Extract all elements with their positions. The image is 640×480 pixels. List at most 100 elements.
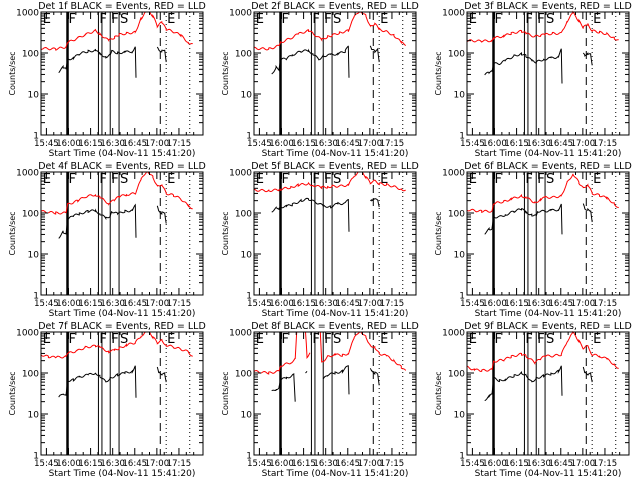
x-tick-label: 16:15 [78,299,103,309]
marker-label: F [111,332,118,347]
marker-label: F [312,12,319,27]
marker-label: F [495,12,502,27]
x-axis-label: Start Time (04-Nov-11 15:41:20) [49,469,196,479]
y-tick-label: 1 [459,292,465,302]
series-lld [253,331,298,375]
y-axis-label: Counts/sec [434,211,443,255]
marker-label: S [546,332,554,347]
detector-panel-2: E F F F S E110100100015:4516:0016:1516:3016:4… [221,1,419,159]
marker-label: E [43,172,51,187]
y-tick-label: 100 [235,50,252,60]
series-lld [253,11,407,51]
y-axis-label: Counts/sec [8,371,17,415]
series-events [271,373,296,402]
marker-label: F [69,12,76,27]
marker-label: F [537,332,544,347]
y-tick-label: 100 [448,210,465,220]
marker-label: E [469,172,477,187]
x-tick-label: 16:30 [313,139,338,149]
marker-label: S [120,172,128,187]
x-tick-label: 17:15 [167,139,192,149]
detector-panel-6: E F F F S E110100100015:4516:0016:1516:3016:4… [434,161,632,319]
y-tick-label: 1000 [442,169,465,179]
y-tick-label: 100 [22,210,39,220]
panel-title: Det 2f BLACK = Events, RED = LLD [251,1,419,12]
series-events [156,46,167,63]
x-tick-label: 16:00 [482,299,507,309]
x-tick-label: 16:00 [269,299,294,309]
x-tick-label: 17:15 [380,299,405,309]
marker-label: S [120,332,128,347]
panel-title: Det 7f BLACK = Events, RED = LLD [38,321,206,332]
detector-panel-7: E F F F S E110100100015:4516:0016:1516:3016:4… [8,321,206,479]
series-lld [466,330,619,373]
y-axis-label: Counts/sec [8,211,17,255]
series-events [271,197,350,232]
series-events [370,198,380,208]
marker-label: F [324,172,331,187]
series-lld [305,331,311,360]
marker-label: S [546,12,554,27]
series-events [156,205,167,224]
x-tick-label: 16:30 [313,459,338,469]
y-axis-label: Counts/sec [221,211,230,255]
marker-label: S [546,172,554,187]
x-tick-label: 15:45 [460,459,485,469]
x-tick-label: 16:45 [123,459,148,469]
marker-label: F [495,332,502,347]
x-tick-label: 17:00 [358,299,383,309]
series-events [369,368,380,386]
marker-label: E [469,12,477,27]
x-tick-label: 16:45 [549,459,574,469]
y-axis-label: Counts/sec [434,371,443,415]
y-tick-label: 1 [33,452,39,462]
x-tick-label: 17:15 [593,459,618,469]
series-lld [253,171,406,193]
x-tick-label: 16:15 [78,139,103,149]
marker-label: F [69,332,76,347]
x-axis-label: Start Time (04-Nov-11 15:41:20) [49,309,196,319]
y-axis-label: Counts/sec [221,371,230,415]
marker-label: E [593,12,601,27]
x-tick-label: 17:15 [593,299,618,309]
y-tick-label: 10 [241,91,253,101]
y-tick-label: 1000 [16,169,39,179]
x-axis-label: Start Time (04-Nov-11 15:41:20) [262,309,409,319]
x-tick-label: 16:00 [56,459,81,469]
x-tick-label: 15:45 [34,299,59,309]
marker-label: F [324,332,331,347]
x-tick-label: 16:45 [549,139,574,149]
x-tick-label: 17:00 [145,139,170,149]
x-axis-label: Start Time (04-Nov-11 15:41:20) [49,149,196,159]
y-tick-label: 10 [241,251,253,261]
x-tick-label: 16:15 [291,299,316,309]
x-tick-label: 16:45 [336,459,361,469]
y-tick-label: 100 [448,50,465,60]
x-tick-label: 16:30 [100,139,125,149]
marker-label: S [120,12,128,27]
marker-label: E [380,12,388,27]
x-tick-label: 16:15 [291,139,316,149]
y-tick-label: 1 [246,452,252,462]
marker-label: E [256,12,264,27]
y-tick-label: 1000 [442,329,465,339]
x-tick-label: 15:45 [460,299,485,309]
x-tick-label: 16:15 [504,139,529,149]
marker-label: E [256,172,264,187]
series-events [484,48,563,84]
y-tick-label: 1 [33,292,39,302]
series-lld [466,10,619,43]
marker-label: F [312,172,319,187]
x-tick-label: 16:45 [549,299,574,309]
panel-title: Det 6f BLACK = Events, RED = LLD [464,161,632,172]
y-tick-label: 100 [235,210,252,220]
series-events [484,203,563,235]
x-axis-label: Start Time (04-Nov-11 15:41:20) [262,469,409,479]
x-tick-label: 17:15 [167,299,192,309]
series-events [271,45,350,78]
x-tick-label: 16:30 [526,299,551,309]
x-tick-label: 16:45 [123,139,148,149]
panel-title: Det 4f BLACK = Events, RED = LLD [38,161,206,172]
plot-frame [40,171,204,296]
panel-title: Det 9f BLACK = Events, RED = LLD [464,321,632,332]
